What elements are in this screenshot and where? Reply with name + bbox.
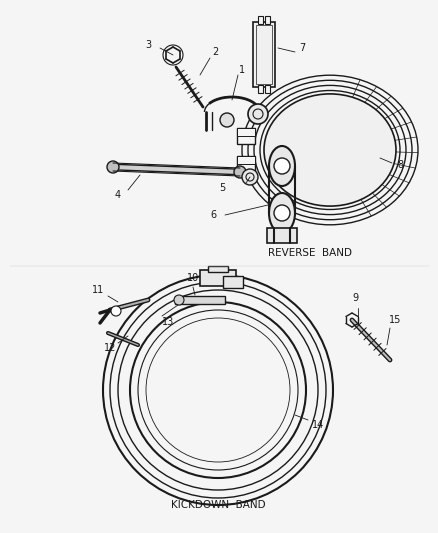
Bar	[258, 85, 262, 93]
Circle shape	[219, 113, 233, 127]
Bar	[237, 128, 254, 144]
Bar	[208, 266, 227, 272]
Bar	[237, 156, 254, 164]
Ellipse shape	[262, 93, 396, 207]
Circle shape	[273, 205, 290, 221]
Text: 13: 13	[162, 317, 174, 327]
Text: 4: 4	[115, 190, 121, 200]
Bar	[265, 85, 269, 93]
Ellipse shape	[130, 302, 305, 478]
Text: 15: 15	[388, 315, 400, 325]
Ellipse shape	[268, 146, 294, 186]
Text: 11: 11	[92, 285, 104, 295]
Text: 3: 3	[145, 40, 151, 50]
Bar	[200, 270, 236, 286]
Bar	[252, 22, 274, 87]
Bar	[175, 296, 225, 304]
Circle shape	[173, 295, 184, 305]
Text: REVERSE  BAND: REVERSE BAND	[267, 248, 351, 258]
Text: 5: 5	[219, 183, 225, 193]
Circle shape	[273, 158, 290, 174]
Text: 1: 1	[238, 65, 244, 75]
Bar	[237, 156, 254, 172]
Text: 8: 8	[396, 160, 402, 170]
Text: 10: 10	[187, 273, 199, 283]
Ellipse shape	[268, 193, 294, 233]
Circle shape	[107, 161, 119, 173]
Circle shape	[233, 166, 245, 178]
Text: 6: 6	[209, 210, 215, 220]
Text: 9: 9	[351, 293, 357, 303]
Circle shape	[111, 306, 121, 316]
Circle shape	[241, 169, 258, 185]
Bar	[265, 16, 269, 24]
Bar	[223, 276, 243, 288]
Bar	[237, 128, 254, 136]
Ellipse shape	[263, 94, 395, 206]
Text: 12: 12	[103, 343, 116, 353]
Text: 14: 14	[311, 420, 323, 430]
Bar	[255, 25, 272, 84]
Text: KICKDOWN  BAND: KICKDOWN BAND	[170, 500, 265, 510]
Text: 2: 2	[212, 47, 218, 57]
Circle shape	[247, 104, 267, 124]
Bar	[258, 16, 262, 24]
Text: 7: 7	[298, 43, 304, 53]
Bar	[266, 228, 297, 243]
